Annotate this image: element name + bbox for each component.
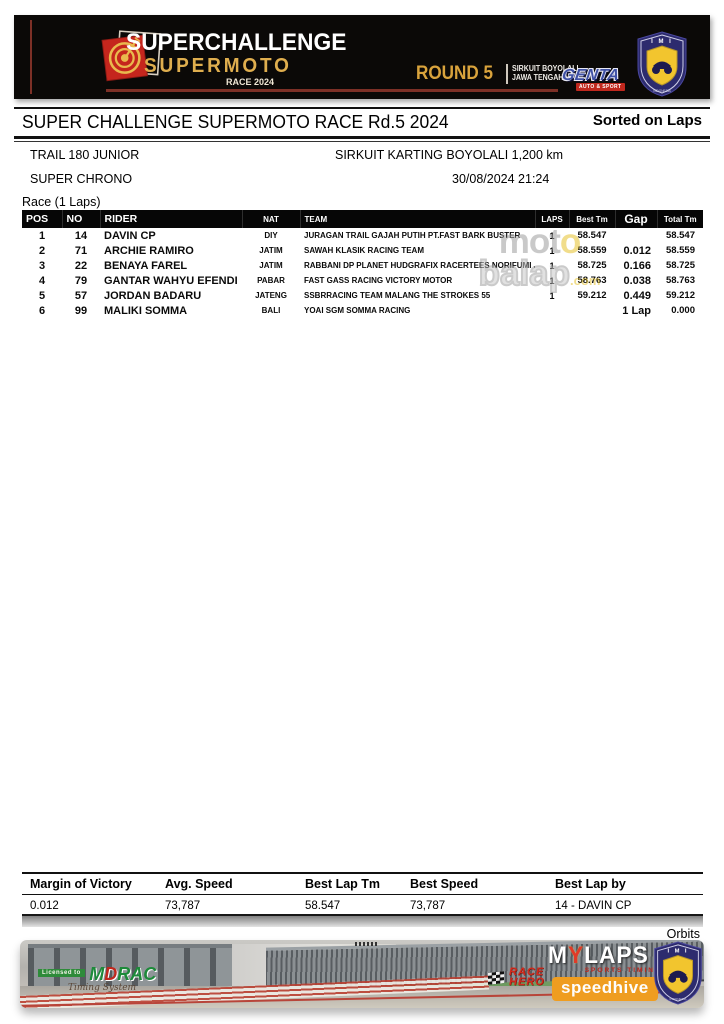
racehero-logo-icon: RACE HERO <box>509 966 545 989</box>
imi-footer-badge-icon: I M I INDONESIA <box>654 941 702 1005</box>
stat-value: 73,787 <box>410 900 446 912</box>
col-team: TEAM <box>300 210 536 228</box>
session-datetime: 30/08/2024 21:24 <box>452 172 550 186</box>
venue-block: SIRKUIT BOYOLALI JAWA TENGAH <box>511 64 588 83</box>
genta-logo-icon: GENTA AUTO & SPORT <box>561 67 625 91</box>
circuit-label: SIRKUIT KARTING BOYOLALI 1,200 km <box>335 148 564 162</box>
photo-building <box>28 944 247 988</box>
col-gap: Gap <box>615 210 658 228</box>
stat-header: Best Lap Tm <box>305 877 381 891</box>
col-nat: NAT <box>242 210 301 228</box>
stat-value: 73,787 <box>165 900 201 912</box>
round-label: ROUND 5 <box>416 63 493 84</box>
table-row: 3 22 BENAYA FAREL JATIM RABBANI DP PLANET HU… <box>38 259 695 272</box>
brand-title: SUPERCHALLENGE <box>126 29 347 56</box>
col-total-tm: Total Tm <box>657 210 703 228</box>
track-photo-footer: Licensed to MDRAC Timing System MYLAPS S… <box>20 940 704 1008</box>
imi-badge-icon: I M I INDONESIA <box>637 31 687 97</box>
table-row: 2 71 ARCHIE RAMIRO JATIM SAWAH KLASIK RACING… <box>38 244 695 257</box>
brand-subtitle: SUPERMOTO <box>144 55 292 77</box>
venue-name: SIRKUIT BOYOLALI <box>511 64 579 74</box>
table-row: 6 99 MALIKI SOMMA BALI YOAI SGM SOMMA RACING… <box>38 304 695 317</box>
mylaps-logo-icon: MYLAPS <box>548 942 649 969</box>
category-label: TRAIL 180 JUNIOR <box>30 148 140 162</box>
results-table: POS NO RIDER NAT TEAM LAPS Best Tm Gap T… <box>22 210 703 318</box>
sports-timing-label: SPORTS TIMING <box>584 967 662 974</box>
table-row: 1 14 DAVIN CP DIY JURAGAN TRAIL GAJAH PUTIH … <box>38 229 695 242</box>
svg-text:INDONESIA: INDONESIA <box>669 997 687 1001</box>
col-pos: POS <box>22 210 63 228</box>
round-divider <box>505 64 508 84</box>
col-no: NO <box>62 210 101 228</box>
race-stats: Margin of Victory Avg. Speed Best Lap Tm… <box>22 872 703 912</box>
page-title: SUPER CHALLENGE SUPERMOTO RACE Rd.5 2024 <box>22 112 449 132</box>
banner-divider-line <box>106 89 558 92</box>
svg-text:INDONESIA: INDONESIA <box>653 89 671 93</box>
col-rider: RIDER <box>100 210 243 228</box>
speedhive-logo-icon: speedhive <box>552 977 658 1001</box>
stat-header: Margin of Victory <box>30 877 132 891</box>
brand-year: RACE 2024 <box>226 77 275 87</box>
sort-mode-label: Sorted on Laps <box>592 112 702 129</box>
title-rule-thick <box>14 136 710 139</box>
checkered-flag-icon <box>488 971 504 985</box>
title-rule-thin <box>14 141 710 142</box>
venue-region: JAWA TENGAH <box>511 73 563 82</box>
stats-values-row: 0.012 73,787 58.547 73,787 14 - DAVIN CP <box>22 895 703 912</box>
orbits-gradient-bar <box>22 914 703 927</box>
mdrac-logo-icon: Licensed to MDRAC Timing System <box>38 964 156 993</box>
results-header-row: POS NO RIDER NAT TEAM LAPS Best Tm Gap T… <box>22 210 703 228</box>
stat-header: Avg. Speed <box>165 877 233 891</box>
photo-flag-dots <box>355 942 377 946</box>
table-row: 4 79 GANTAR WAHYU EFENDI PABAR FAST GASS RAC… <box>38 274 695 287</box>
stat-value: 0.012 <box>30 900 59 912</box>
stats-header-row: Margin of Victory Avg. Speed Best Lap Tm… <box>22 872 703 895</box>
orbits-label: Orbits <box>666 927 700 941</box>
race-laps-label: Race (1 Laps) <box>22 195 101 209</box>
top-rule <box>14 107 710 109</box>
session-label: SUPER CHRONO <box>30 172 133 186</box>
superchallenge-target-logo-icon <box>101 30 162 82</box>
timing-system-label: Timing System <box>68 983 137 993</box>
stat-header: Best Speed <box>410 877 479 891</box>
stat-value: 14 - DAVIN CP <box>555 900 632 912</box>
licensed-to-label: Licensed to <box>38 969 85 977</box>
stat-header: Best Lap by <box>555 877 626 891</box>
col-laps: LAPS <box>535 210 570 228</box>
stat-value: 58.547 <box>305 900 341 912</box>
svg-text:I M I: I M I <box>668 949 689 955</box>
banner-accent-line <box>30 20 32 94</box>
svg-text:I M I: I M I <box>651 39 673 45</box>
event-banner: SUPERCHALLENGE SUPERMOTO RACE 2024 ROUND… <box>14 15 710 99</box>
col-best-tm: Best Tm <box>569 210 616 228</box>
round-block: ROUND 5 SIRKUIT BOYOLALI JAWA TENGAH <box>416 63 587 85</box>
table-row: 5 57 JORDAN BADARU JATENG SSBRRACING TEAM MA… <box>38 289 695 302</box>
